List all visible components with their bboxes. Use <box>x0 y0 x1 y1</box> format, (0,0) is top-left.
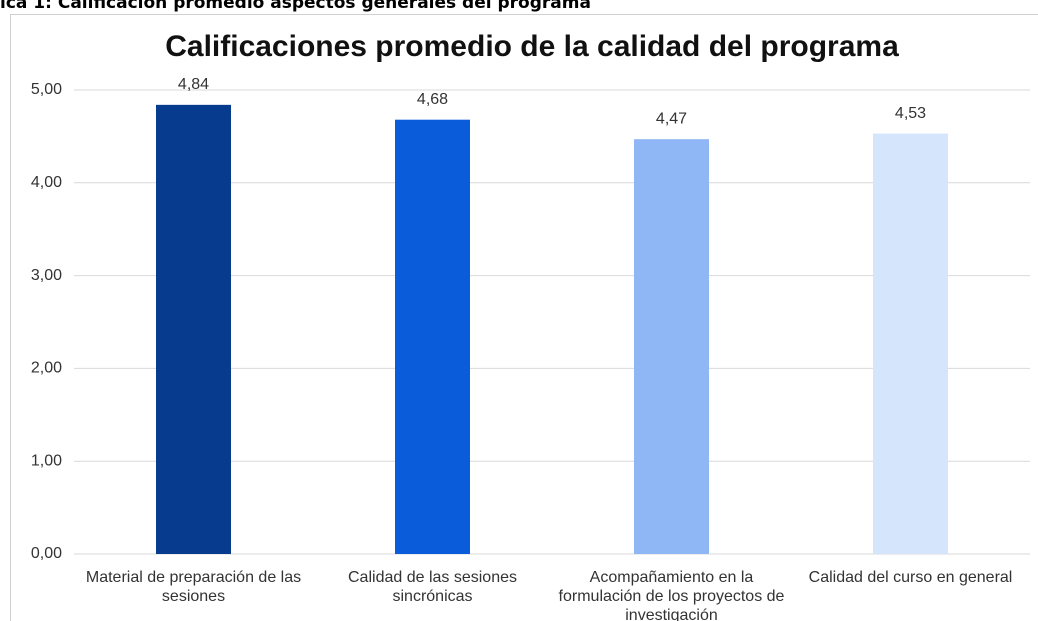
y-tick-label: 5,00 <box>31 81 62 98</box>
x-tick-label: Material de preparación de las sesiones <box>85 569 302 605</box>
x-tick-label: Calidad de las sesiones sincrónicas <box>348 569 517 605</box>
y-tick-label: 3,00 <box>31 267 62 284</box>
data-label: 4,47 <box>656 110 687 127</box>
y-tick-label: 2,00 <box>31 360 62 377</box>
y-tick-label: 1,00 <box>31 452 62 469</box>
x-tick-label: Calidad del curso en general <box>808 569 1013 586</box>
chart-title: Calificaciones promedio de la calidad de… <box>165 30 899 63</box>
bar <box>634 139 709 554</box>
bar <box>873 133 948 554</box>
y-tick-label: 0,00 <box>31 545 62 562</box>
bar <box>156 104 231 555</box>
data-label: 4,53 <box>895 105 926 122</box>
bar <box>395 119 470 555</box>
y-tick-label: 4,00 <box>31 174 62 191</box>
data-label: 4,84 <box>178 76 209 93</box>
x-tick-label: Acompañamiento en la formulación de los … <box>558 569 785 621</box>
chart-frame <box>10 14 1038 621</box>
data-label: 4,68 <box>417 91 448 108</box>
figure-caption: ica 1: Calificación promedio aspectos ge… <box>0 0 591 13</box>
